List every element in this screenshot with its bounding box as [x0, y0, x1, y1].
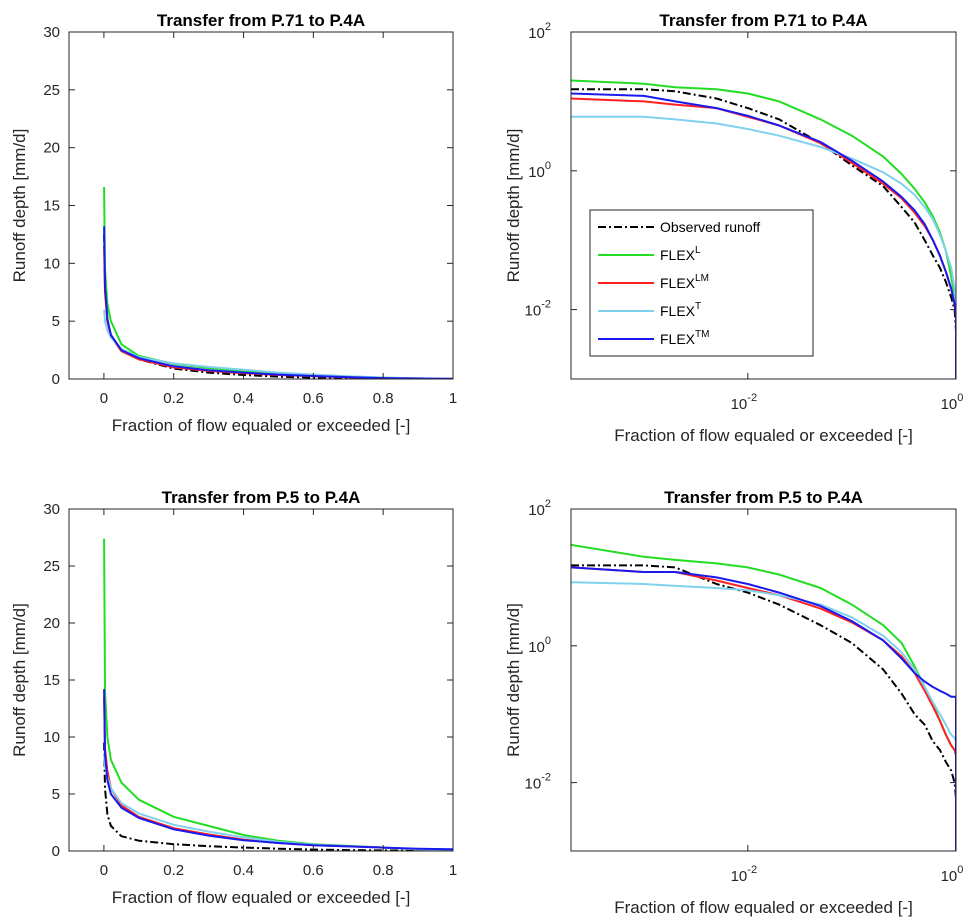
chart-title: Transfer from P.5 to P.4A [162, 488, 361, 507]
x-tick-label: 0.2 [163, 390, 184, 407]
y-axis-label: Runoff depth [mm/d] [504, 129, 523, 283]
y-tick-label: 10 [43, 729, 60, 746]
y-tick-label: 5 [52, 786, 60, 803]
series-line-flexL [571, 79, 956, 379]
y-tick-label: 25 [43, 82, 60, 99]
y-tick-label: 15 [43, 198, 60, 215]
y-tick-label: 10-2 [525, 772, 551, 793]
legend-label: FLEXL [660, 245, 701, 263]
series-group [103, 186, 453, 379]
x-tick-label: 1 [449, 390, 457, 407]
x-tick-label: 100 [941, 392, 964, 413]
series-line-obs [571, 88, 956, 379]
x-tick-label: 1 [449, 862, 457, 879]
series-group [571, 79, 956, 379]
y-tick-label: 10-2 [525, 299, 551, 320]
legend-item-flexL: FLEXL [598, 245, 701, 263]
y-tick-label: 102 [528, 498, 551, 519]
series-line-flexLM [571, 566, 956, 851]
y-tick-label: 0 [52, 843, 60, 860]
chart-title: Transfer from P.71 to P.4A [157, 11, 365, 30]
series-line-flexT [571, 581, 956, 851]
y-tick-label: 100 [528, 635, 551, 656]
legend-item-flexTM: FLEXTM [598, 329, 709, 347]
series-group [103, 538, 453, 851]
legend-label: FLEXT [660, 301, 701, 319]
x-tick-label: 0.8 [373, 862, 394, 879]
series-line-flexTM [571, 92, 956, 379]
series-line-flexTM [103, 689, 453, 851]
series-line-obs [103, 742, 453, 851]
legend-item-flexT: FLEXT [598, 301, 701, 319]
legend-label: FLEXLM [660, 273, 709, 291]
x-axis-label: Fraction of flow equaled or exceeded [-] [112, 888, 411, 907]
y-tick-label: 15 [43, 672, 60, 689]
y-tick-label: 20 [43, 615, 60, 632]
series-group [571, 543, 956, 851]
chart-title: Transfer from P.5 to P.4A [664, 488, 863, 507]
y-tick-label: 0 [52, 371, 60, 388]
series-line-flexT [571, 115, 956, 379]
series-line-flexTM [571, 566, 956, 851]
y-tick-label: 30 [43, 501, 60, 518]
y-axis-label: Runoff depth [mm/d] [10, 603, 29, 757]
chart-panel-4: 10-2 100 102 100 10-2 Transfer from P.5 to P.… [504, 488, 963, 917]
plot-area [69, 509, 453, 851]
y-tick-label: 10 [43, 255, 60, 272]
y-tick-label: 20 [43, 140, 60, 157]
x-tick-label: 0 [100, 390, 108, 407]
y-axis-label: Runoff depth [mm/d] [504, 603, 523, 757]
x-axis-label: Fraction of flow equaled or exceeded [-] [614, 898, 913, 917]
legend-item-obs: Observed runoff [598, 219, 760, 235]
legend-label: FLEXTM [660, 329, 709, 347]
x-tick-label: 10-2 [731, 392, 757, 413]
y-tick-label: 30 [43, 24, 60, 41]
x-tick-label: 0.6 [303, 862, 324, 879]
chart-title: Transfer from P.71 to P.4A [659, 11, 867, 30]
axes-box [570, 508, 957, 852]
x-tick-label: 0.8 [373, 390, 394, 407]
x-tick-label: 100 [941, 864, 964, 885]
x-tick-label: 0.4 [233, 862, 254, 879]
y-tick-label: 5 [52, 313, 60, 330]
y-tick-label: 102 [528, 21, 551, 42]
y-tick-label: 100 [528, 160, 551, 181]
plot-area [69, 32, 453, 379]
axes-box [570, 31, 957, 380]
x-tick-label: 0.2 [163, 862, 184, 879]
legend: Observed runoff FLEXL FLEXLM FLEXT FLEXTM [589, 209, 814, 357]
x-axis-label: Fraction of flow equaled or exceeded [-] [614, 426, 913, 445]
legend-label: Observed runoff [660, 219, 760, 235]
y-axis-label: Runoff depth [mm/d] [10, 129, 29, 283]
x-tick-label: 0.6 [303, 390, 324, 407]
x-tick-label: 0.4 [233, 390, 254, 407]
y-tick-label: 25 [43, 558, 60, 575]
x-tick-label: 0 [100, 862, 108, 879]
plot-area [571, 509, 956, 851]
legend-item-flexLM: FLEXLM [598, 273, 709, 291]
series-line-obs [571, 564, 956, 851]
x-axis-label: Fraction of flow equaled or exceeded [-] [112, 416, 411, 435]
series-line-flexTM [103, 226, 453, 379]
x-tick-label: 10-2 [731, 864, 757, 885]
